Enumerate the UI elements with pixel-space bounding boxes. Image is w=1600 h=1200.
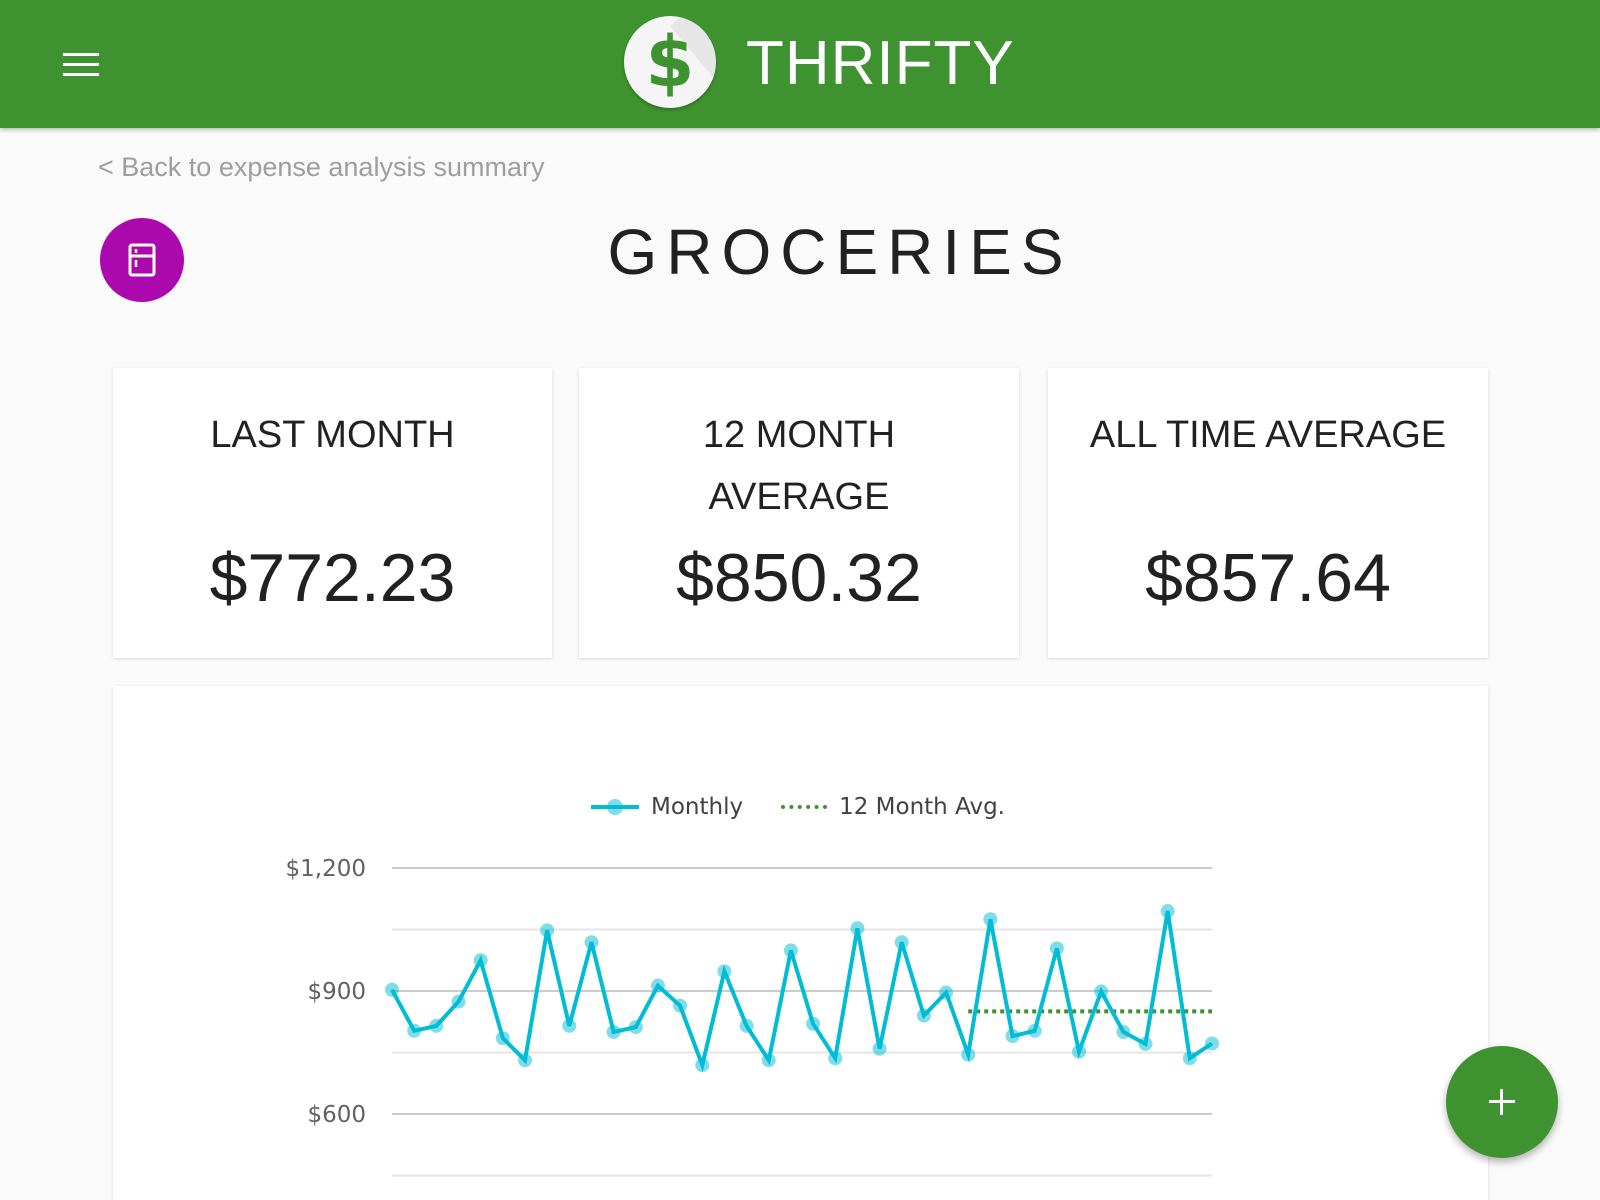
stat-value: $850.32 bbox=[676, 540, 922, 616]
data-point[interactable] bbox=[739, 1018, 754, 1033]
line-marker-icon bbox=[591, 797, 639, 817]
stat-card-last-month: LAST MONTH $772.23 bbox=[113, 368, 552, 658]
hamburger-menu-icon[interactable] bbox=[56, 44, 104, 84]
stat-label: 12 MONTH AVERAGE bbox=[702, 414, 896, 518]
data-point[interactable] bbox=[429, 1018, 444, 1033]
legend-label: 12 Month Avg. bbox=[839, 794, 1005, 820]
data-point[interactable] bbox=[451, 994, 466, 1009]
data-point[interactable] bbox=[540, 923, 555, 938]
chart-card: Monthly 12 Month Avg. $1,200 $900 $600 bbox=[113, 686, 1488, 1200]
stat-card-all-time-average: ALL TIME AVERAGE $857.64 bbox=[1048, 368, 1488, 658]
stat-value: $857.64 bbox=[1145, 540, 1391, 616]
data-point[interactable] bbox=[606, 1025, 621, 1039]
stat-label: ALL TIME AVERAGE bbox=[1089, 414, 1447, 456]
stat-card-12-month-average: 12 MONTH AVERAGE $850.32 bbox=[579, 368, 1019, 658]
stat-value: $772.23 bbox=[209, 540, 456, 616]
data-point[interactable] bbox=[695, 1058, 710, 1073]
data-point[interactable] bbox=[650, 978, 665, 993]
data-point[interactable] bbox=[1027, 1023, 1042, 1038]
data-point[interactable] bbox=[939, 985, 954, 1000]
add-expense-button[interactable] bbox=[1446, 1046, 1558, 1158]
data-point[interactable] bbox=[584, 935, 599, 950]
data-point[interactable] bbox=[916, 1008, 931, 1023]
data-point[interactable] bbox=[1094, 984, 1109, 999]
data-point[interactable] bbox=[1138, 1036, 1153, 1051]
data-point[interactable] bbox=[1160, 904, 1175, 919]
data-point[interactable] bbox=[828, 1051, 843, 1066]
app-bar: $ THRIFTY bbox=[0, 0, 1600, 128]
line-chart: $1,200 $900 $600 bbox=[286, 856, 1219, 1177]
legend-label: Monthly bbox=[651, 794, 744, 820]
monthly-line bbox=[390, 910, 1214, 1073]
data-point[interactable] bbox=[783, 943, 798, 958]
legend-item-monthly[interactable]: Monthly bbox=[591, 794, 743, 820]
data-point[interactable] bbox=[473, 953, 488, 968]
y-axis-tick-label: $1,200 bbox=[286, 856, 366, 882]
data-point[interactable] bbox=[1205, 1036, 1219, 1051]
data-point[interactable] bbox=[1005, 1029, 1020, 1044]
data-point[interactable] bbox=[1049, 941, 1064, 956]
data-point[interactable] bbox=[495, 1031, 510, 1046]
data-point[interactable] bbox=[717, 964, 732, 979]
stat-label: LAST MONTH bbox=[210, 414, 455, 456]
data-point[interactable] bbox=[894, 935, 909, 950]
data-point[interactable] bbox=[983, 912, 998, 927]
data-point[interactable] bbox=[961, 1047, 976, 1062]
data-point[interactable] bbox=[872, 1041, 887, 1056]
fridge-icon bbox=[128, 243, 156, 277]
page-title: GROCERIES bbox=[607, 216, 1073, 288]
y-axis-tick-label: $600 bbox=[307, 1102, 366, 1128]
data-point[interactable] bbox=[407, 1023, 422, 1038]
data-point[interactable] bbox=[850, 921, 865, 936]
legend-item-12-month-avg[interactable]: 12 Month Avg. bbox=[781, 794, 1005, 820]
chart-legend: Monthly 12 Month Avg. bbox=[591, 794, 1005, 820]
data-point[interactable] bbox=[761, 1053, 776, 1068]
dollar-sign-glyph: $ bbox=[645, 21, 695, 103]
app-title: THRIFTY bbox=[746, 29, 1015, 98]
data-point[interactable] bbox=[562, 1018, 577, 1033]
data-point[interactable] bbox=[385, 982, 399, 997]
category-icon-badge bbox=[100, 218, 184, 302]
data-point[interactable] bbox=[517, 1053, 532, 1068]
y-axis-tick-label: $900 bbox=[307, 979, 366, 1005]
data-point[interactable] bbox=[1116, 1025, 1131, 1039]
data-point[interactable] bbox=[673, 998, 688, 1013]
data-point[interactable] bbox=[628, 1020, 643, 1035]
dotted-line-icon bbox=[781, 797, 828, 817]
dollar-logo-icon: $ bbox=[624, 16, 716, 108]
data-point[interactable] bbox=[1182, 1051, 1197, 1066]
back-to-summary-link[interactable]: < Back to expense analysis summary bbox=[98, 152, 545, 182]
data-point[interactable] bbox=[1072, 1044, 1087, 1059]
data-point[interactable] bbox=[806, 1016, 821, 1031]
